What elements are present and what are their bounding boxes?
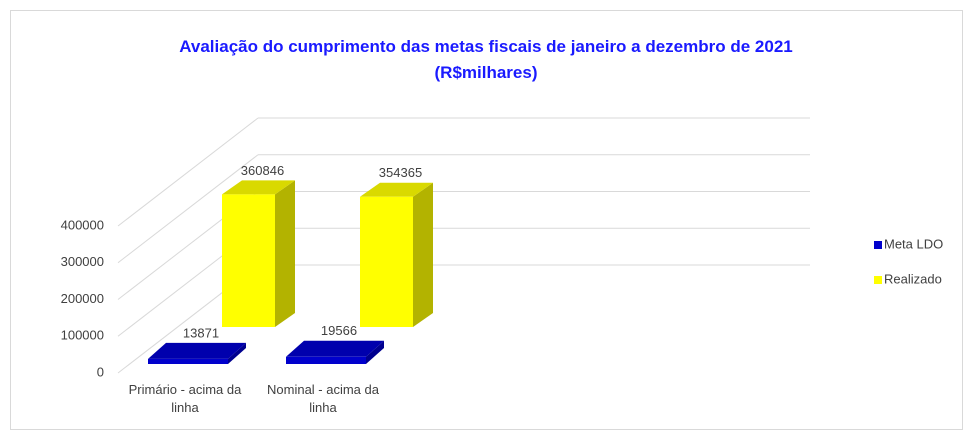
y-tick-label: 300000 [61,254,104,269]
y-tick-label: 100000 [61,328,104,343]
bar [148,358,228,364]
x-tick-label: Primário - acima da linha [128,382,242,415]
data-label: 354365 [379,165,422,180]
data-label: 360846 [241,163,284,178]
bar-side [413,182,433,327]
bar-side [275,180,295,327]
legend-swatch [874,241,882,249]
bar [360,196,413,327]
legend-swatch [874,276,882,284]
bar-top [222,180,295,195]
legend-label: Realizado [884,271,942,286]
data-label: 13871 [183,325,219,340]
grid-line-side [117,154,259,264]
bar-top [286,340,384,357]
y-tick-label: 400000 [61,217,104,232]
y-tick-label: 0 [97,364,104,379]
x-tick-label: Nominal - acima da linha [267,382,379,415]
bar [286,356,366,364]
legend-label: Meta LDO [884,236,943,251]
bar-side [366,340,384,364]
chart-border [10,10,963,430]
bar [222,194,275,327]
bar-top [360,182,433,197]
y-tick-label: 200000 [61,291,104,306]
bar-top [148,342,246,359]
data-label: 19566 [321,323,357,338]
bar-side [228,342,246,364]
grid-line-side [117,117,259,227]
chart-title: Avaliação do cumprimento das metas fisca… [179,37,793,82]
